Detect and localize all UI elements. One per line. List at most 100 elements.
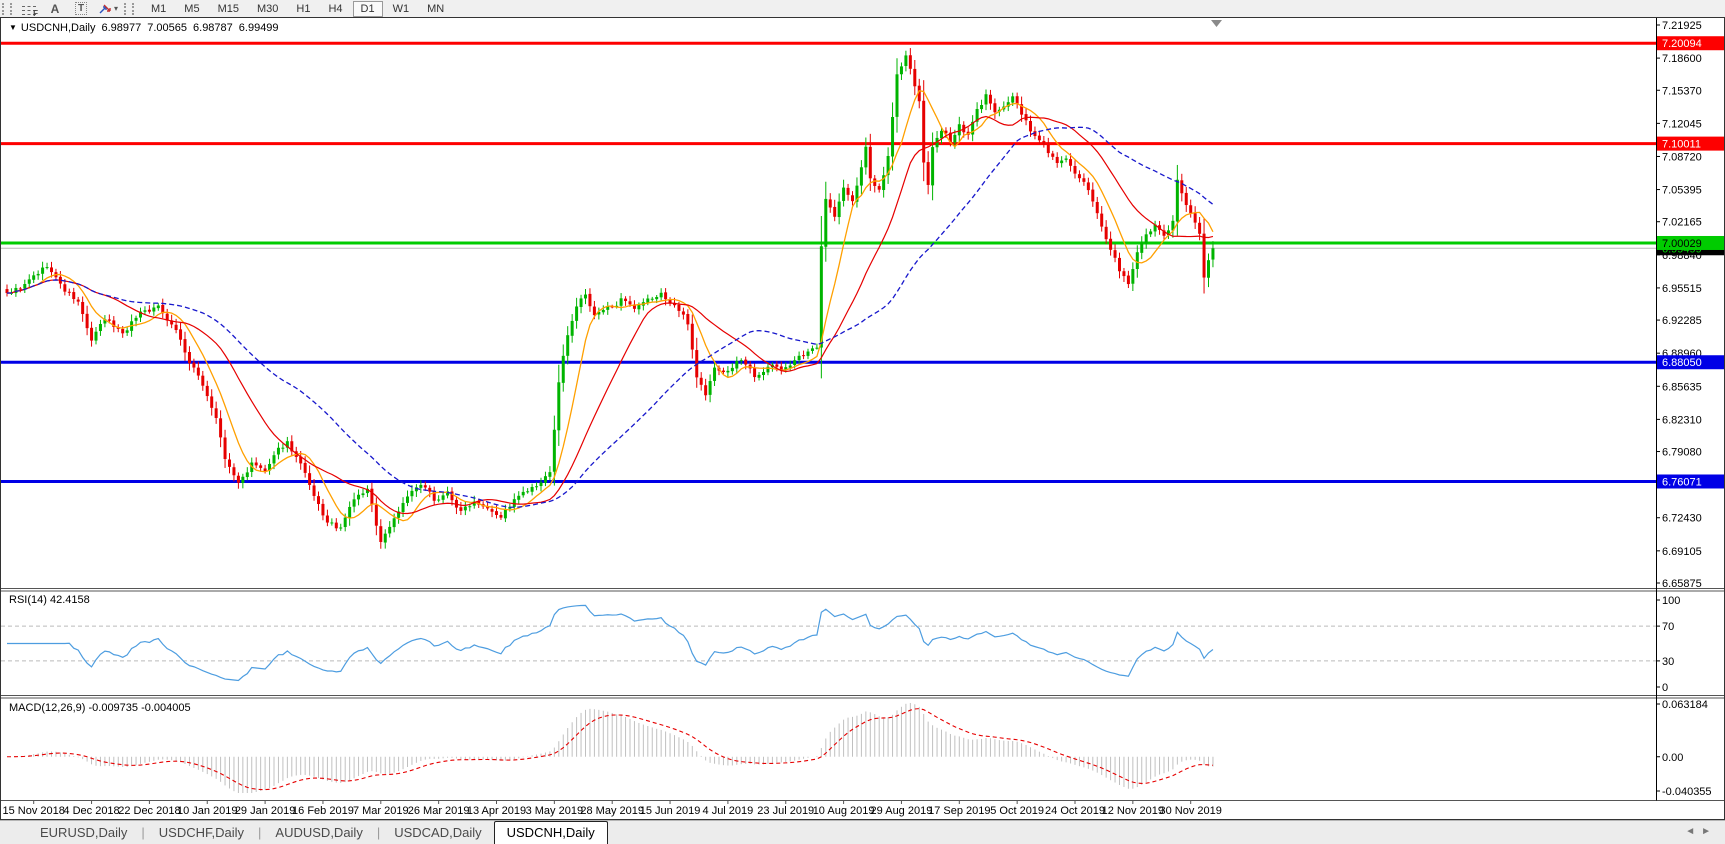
rsi-label: RSI(14) 42.4158 [9, 594, 90, 606]
moving-averages [6, 89, 1214, 522]
svg-text:6.76071: 6.76071 [1662, 476, 1702, 488]
svg-text:15 Nov 2018: 15 Nov 2018 [3, 805, 65, 817]
level-price-labels: 7.200947.100116.994997.000296.880506.760… [1657, 36, 1724, 489]
timeframe-button-h4[interactable]: H4 [328, 2, 343, 15]
svg-text:7.20094: 7.20094 [1662, 38, 1702, 50]
svg-text:7.12045: 7.12045 [1662, 118, 1702, 130]
macd-value-main: -0.009735 [88, 702, 139, 714]
tab-usdchf-daily[interactable]: USDCHF,Daily [158, 825, 245, 840]
svg-text:7.18600: 7.18600 [1662, 53, 1702, 65]
price-axis[interactable]: 7.21925 7.18600 7.15370 7.12045 7.08720 7.053… [1656, 20, 1702, 590]
svg-text:10 Jan 2019: 10 Jan 2019 [177, 805, 238, 817]
svg-text:7.00029: 7.00029 [1662, 238, 1702, 250]
ohlc-open: 6.98977 [101, 22, 142, 34]
toolbar-grip[interactable] [2, 2, 12, 15]
svg-text:13 Apr 2019: 13 Apr 2019 [467, 805, 526, 817]
tab-separator: | [258, 825, 262, 840]
tab-eurusd-daily[interactable]: EURUSD,Daily [40, 825, 128, 840]
timeframe-button-h1[interactable]: H1 [296, 2, 311, 15]
timeframe-button-m1[interactable]: M1 [151, 2, 167, 15]
rsi-panel[interactable]: 100 70 30 0 [1, 595, 1680, 694]
tab-scroll-right-icon: ► [1701, 826, 1717, 837]
timeframe-toolbar: M1 M5 M15 M30 H1 H4 D1 W1 MN [142, 0, 453, 17]
svg-text:29 Aug 2019: 29 Aug 2019 [871, 805, 933, 817]
svg-text:12 Nov 2019: 12 Nov 2019 [1102, 805, 1164, 817]
timeframe-button-m30[interactable]: M30 [256, 2, 279, 15]
symbol-dropdown-icon[interactable]: ▼ [9, 23, 17, 32]
rsi-value: 42.4158 [49, 594, 90, 606]
svg-text:6.85635: 6.85635 [1662, 381, 1702, 393]
text-tool-button[interactable]: A [44, 1, 66, 16]
svg-text:29 Jan 2019: 29 Jan 2019 [235, 805, 296, 817]
dropdown-caret-icon: ▾ [114, 4, 119, 13]
svg-text:23 Jul 2019: 23 Jul 2019 [757, 805, 814, 817]
svg-text:5 Oct 2019: 5 Oct 2019 [990, 805, 1044, 817]
tab-scroll-left-icon: ◄ [1685, 826, 1702, 837]
svg-text:0.00: 0.00 [1662, 752, 1683, 764]
svg-text:28 May 2019: 28 May 2019 [580, 805, 644, 817]
svg-text:10 Aug 2019: 10 Aug 2019 [813, 805, 875, 817]
chart-window: 7.21925 7.18600 7.15370 7.12045 7.08720 7.053… [0, 17, 1725, 820]
macd-label: MACD(12,26,9) -0.009735 -0.004005 [9, 702, 191, 714]
timeframe-button-m15[interactable]: M15 [217, 2, 239, 15]
symbol-tabstrip: EURUSD,Daily | USDCHF,Daily | AUDUSD,Daily | U… [0, 820, 1725, 844]
svg-text:4 Jul 2019: 4 Jul 2019 [703, 805, 754, 817]
svg-text:26 Mar 2019: 26 Mar 2019 [408, 805, 470, 817]
svg-text:6.95515: 6.95515 [1662, 283, 1702, 295]
svg-text:6.79080: 6.79080 [1662, 447, 1702, 459]
tab-scroll-arrows[interactable]: ◄► [1685, 826, 1717, 837]
svg-text:100: 100 [1662, 595, 1680, 607]
svg-text:6.69105: 6.69105 [1662, 546, 1702, 558]
arrows-tool-button[interactable]: ▾ [96, 1, 120, 16]
svg-text:7.05395: 7.05395 [1662, 185, 1702, 197]
fibonacci-tool-button[interactable]: F [18, 1, 40, 18]
svg-text:30: 30 [1662, 656, 1674, 668]
ohlc-close: 6.99499 [238, 22, 279, 34]
text-label-icon: T [74, 2, 88, 15]
svg-text:7 Mar 2019: 7 Mar 2019 [353, 805, 409, 817]
svg-text:7.08720: 7.08720 [1662, 151, 1702, 163]
fibonacci-icon: F [22, 3, 38, 18]
svg-text:0.063184: 0.063184 [1662, 699, 1708, 711]
symbol-title: USDCNH,Daily [20, 22, 96, 34]
svg-text:17 Sep 2019: 17 Sep 2019 [928, 805, 990, 817]
timeframe-button-mn[interactable]: MN [427, 2, 445, 15]
macd-value-signal: -0.004005 [141, 702, 191, 714]
timeframe-button-m5[interactable]: M5 [184, 2, 200, 15]
svg-text:-0.040355: -0.040355 [1662, 786, 1712, 798]
tab-usdcnh-daily[interactable]: USDCNH,Daily [493, 821, 608, 844]
svg-text:6.82310: 6.82310 [1662, 414, 1702, 426]
svg-text:0: 0 [1662, 682, 1668, 694]
svg-text:7.21925: 7.21925 [1662, 20, 1702, 32]
svg-text:16 Feb 2019: 16 Feb 2019 [292, 805, 354, 817]
timeframe-button-d1[interactable]: D1 [352, 0, 383, 17]
tab-separator: | [376, 825, 381, 840]
svg-text:6.72430: 6.72430 [1662, 513, 1702, 525]
svg-text:7.15370: 7.15370 [1662, 85, 1702, 97]
timeframe-button-w1[interactable]: W1 [392, 2, 410, 15]
svg-text:70: 70 [1662, 621, 1674, 633]
text-icon: A [50, 1, 60, 16]
text-label-tool-button[interactable]: T [70, 1, 92, 16]
arrows-icon [99, 4, 111, 13]
svg-text:6.92285: 6.92285 [1662, 315, 1702, 327]
chart-canvas[interactable]: 7.21925 7.18600 7.15370 7.12045 7.08720 7.053… [1, 18, 1724, 819]
svg-text:7.10011: 7.10011 [1662, 139, 1701, 151]
svg-text:7.02165: 7.02165 [1662, 217, 1702, 229]
toolbar-grip-2[interactable] [124, 2, 135, 15]
svg-text:6.88050: 6.88050 [1662, 357, 1702, 369]
tab-usdcad-daily[interactable]: USDCAD,Daily [394, 825, 482, 840]
tab-audusd-daily[interactable]: AUDUSD,Daily [275, 825, 363, 840]
svg-text:3 May 2019: 3 May 2019 [526, 805, 583, 817]
tab-separator: | [141, 825, 145, 840]
candles [5, 48, 1215, 549]
macd-panel[interactable]: 0.063184 0.00 -0.040355 [7, 699, 1712, 798]
svg-text:30 Nov 2019: 30 Nov 2019 [1160, 805, 1222, 817]
svg-text:22 Dec 2018: 22 Dec 2018 [118, 805, 180, 817]
tabs-holder: EURUSD,Daily | USDCHF,Daily | AUDUSD,Daily | U… [28, 821, 608, 844]
horizontal-levels[interactable] [1, 41, 1656, 483]
ohlc-high: 7.00565 [147, 22, 188, 34]
svg-text:15 Jun 2019: 15 Jun 2019 [640, 805, 701, 817]
